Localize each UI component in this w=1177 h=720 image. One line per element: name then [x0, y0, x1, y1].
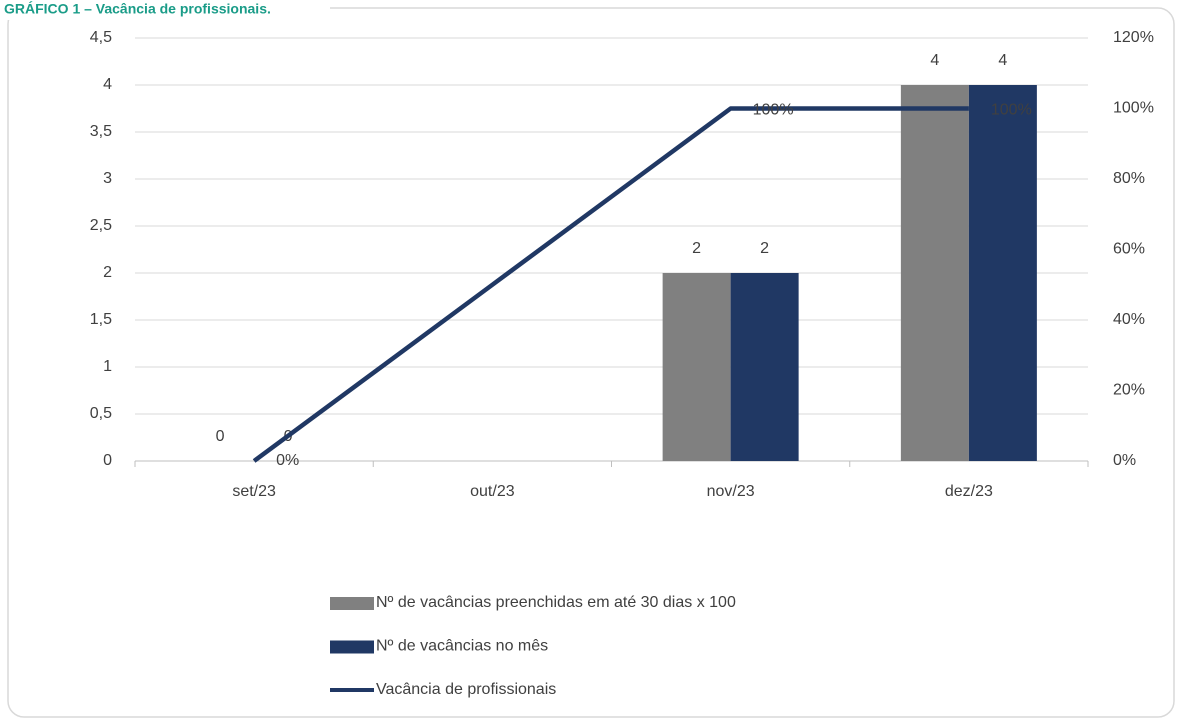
y2-tick-label: 120%: [1113, 29, 1154, 46]
bar-value-label: 0: [216, 428, 225, 445]
y2-tick-label: 100%: [1113, 100, 1154, 117]
y-tick-label: 1,5: [90, 311, 112, 328]
bar: [900, 85, 969, 461]
bar-value-label: 2: [760, 240, 769, 257]
x-tick-label: set/23: [232, 483, 276, 500]
chart-frame: [7, 7, 1175, 718]
bar: [662, 273, 731, 461]
y2-tick-label: 0%: [1113, 452, 1136, 469]
y-tick-label: 0: [103, 452, 112, 469]
line-value-label: 0%: [276, 452, 299, 469]
y-tick-label: 0,5: [90, 405, 112, 422]
y2-tick-label: 80%: [1113, 170, 1145, 187]
bar-value-label: 4: [998, 52, 1007, 69]
legend-label: Vacância de profissionais: [376, 681, 556, 698]
y-tick-label: 2,5: [90, 217, 112, 234]
y-tick-label: 3,5: [90, 123, 112, 140]
line-value-label: 100%: [753, 102, 794, 119]
x-tick-label: out/23: [470, 483, 515, 500]
bar: [968, 85, 1037, 461]
y-tick-label: 3: [103, 170, 112, 187]
y2-tick-label: 20%: [1113, 382, 1145, 399]
y2-tick-label: 60%: [1113, 241, 1145, 258]
y-tick-label: 4: [103, 76, 112, 93]
legend-swatch: [330, 597, 374, 610]
line: [252, 106, 969, 463]
y-tick-label: 4,5: [90, 29, 112, 46]
y-tick-label: 2: [103, 264, 112, 281]
x-tick-label: dez/23: [945, 483, 993, 500]
bar: [730, 273, 799, 461]
legend-label: Nº de vacâncias no mês: [376, 638, 548, 655]
title-background: [0, 0, 330, 20]
bar-value-label: 4: [930, 52, 939, 69]
line-value-label: 100%: [991, 102, 1032, 119]
x-tick-label: nov/23: [707, 483, 755, 500]
y2-tick-label: 40%: [1113, 311, 1145, 328]
legend-label: Nº de vacâncias preenchidas em até 30 di…: [376, 594, 736, 611]
chart-title: GRÁFICO 1 – Vacância de profissionais.: [4, 1, 271, 17]
bar-value-label: 2: [692, 240, 701, 257]
y-tick-label: 1: [103, 358, 112, 375]
legend-swatch: [330, 640, 374, 654]
